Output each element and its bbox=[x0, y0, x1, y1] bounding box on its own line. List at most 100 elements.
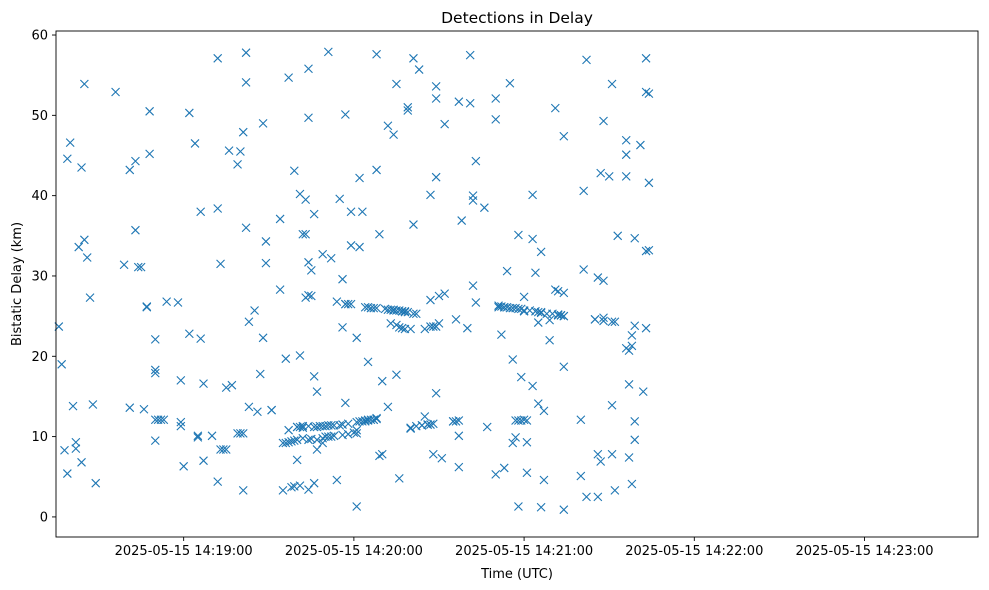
data-point bbox=[224, 146, 234, 156]
data-point bbox=[494, 301, 503, 311]
data-point bbox=[607, 317, 617, 327]
data-point bbox=[550, 285, 560, 295]
data-point bbox=[142, 302, 152, 312]
data-point bbox=[142, 302, 152, 311]
data-point bbox=[159, 415, 169, 425]
data-point bbox=[375, 451, 384, 461]
data-point bbox=[545, 315, 555, 325]
data-point bbox=[309, 209, 319, 219]
data-point bbox=[457, 216, 467, 225]
data-point bbox=[193, 433, 203, 442]
data-point bbox=[406, 324, 416, 334]
data-point bbox=[184, 329, 194, 339]
data-point bbox=[298, 229, 308, 239]
data-point bbox=[522, 437, 532, 447]
data-point bbox=[536, 502, 546, 512]
y-tick-label: 20 bbox=[31, 350, 48, 365]
data-point bbox=[454, 97, 464, 107]
data-point bbox=[352, 429, 362, 438]
data-point bbox=[298, 433, 308, 443]
data-point bbox=[71, 444, 81, 454]
data-point bbox=[531, 268, 540, 278]
data-point bbox=[516, 372, 526, 382]
data-point bbox=[85, 293, 95, 303]
data-point bbox=[136, 262, 146, 272]
data-point bbox=[621, 171, 631, 181]
data-point bbox=[630, 321, 640, 331]
data-point bbox=[644, 89, 654, 99]
data-point bbox=[528, 190, 537, 200]
data-point bbox=[644, 178, 654, 188]
data-point bbox=[414, 65, 424, 74]
data-point bbox=[287, 437, 296, 446]
x-tick-label: 2025-05-15 14:20:00 bbox=[285, 544, 423, 559]
data-point bbox=[400, 307, 410, 317]
data-point bbox=[238, 127, 248, 137]
y-tick-label: 30 bbox=[31, 269, 48, 284]
data-point bbox=[372, 165, 381, 175]
data-point bbox=[582, 492, 591, 502]
data-point bbox=[133, 262, 143, 272]
data-point bbox=[119, 260, 129, 270]
data-point bbox=[621, 135, 631, 145]
data-point bbox=[74, 242, 84, 252]
data-point bbox=[213, 477, 223, 486]
data-point bbox=[193, 431, 203, 441]
x-tick-label: 2025-05-15 14:21:00 bbox=[455, 544, 593, 559]
data-point bbox=[275, 285, 285, 295]
data-point bbox=[522, 416, 532, 425]
data-point bbox=[318, 433, 328, 443]
data-point bbox=[539, 406, 549, 416]
data-point bbox=[71, 437, 81, 447]
y-tick-label: 10 bbox=[31, 430, 48, 445]
data-point bbox=[624, 453, 634, 462]
data-point bbox=[241, 223, 251, 233]
data-point bbox=[621, 150, 631, 160]
data-point bbox=[394, 473, 404, 483]
data-point bbox=[426, 190, 435, 200]
data-point bbox=[539, 475, 549, 485]
y-axis: 0 10 20 30 40 50 60 bbox=[31, 29, 56, 525]
data-point bbox=[406, 424, 416, 433]
data-point bbox=[150, 365, 160, 375]
data-point bbox=[576, 415, 586, 425]
data-point bbox=[468, 191, 478, 201]
data-point bbox=[145, 149, 155, 159]
data-point bbox=[213, 53, 223, 63]
data-point bbox=[508, 438, 518, 448]
data-point bbox=[624, 380, 634, 389]
data-point bbox=[125, 165, 135, 175]
data-point bbox=[579, 265, 589, 274]
data-point bbox=[406, 423, 416, 433]
data-point bbox=[519, 292, 529, 302]
y-tick-label: 50 bbox=[31, 109, 48, 124]
data-point bbox=[590, 314, 600, 324]
data-point bbox=[284, 425, 294, 435]
data-point bbox=[338, 322, 347, 332]
data-point bbox=[440, 289, 450, 299]
data-point bbox=[451, 314, 461, 324]
data-point bbox=[261, 258, 271, 268]
data-point bbox=[241, 48, 251, 58]
data-point bbox=[352, 425, 362, 435]
data-point bbox=[329, 431, 339, 441]
data-point bbox=[199, 456, 208, 466]
data-point bbox=[610, 317, 620, 327]
data-point bbox=[607, 79, 617, 89]
data-point bbox=[377, 376, 387, 386]
y-tick-label: 60 bbox=[31, 29, 48, 44]
data-point bbox=[306, 291, 316, 301]
data-point bbox=[514, 502, 523, 511]
data-point bbox=[216, 259, 225, 269]
data-point bbox=[338, 274, 347, 284]
data-point bbox=[304, 435, 313, 445]
data-point bbox=[582, 55, 591, 65]
data-point bbox=[465, 98, 475, 108]
data-point bbox=[596, 168, 606, 178]
data-point bbox=[644, 245, 654, 255]
data-point bbox=[630, 233, 640, 243]
data-point bbox=[514, 304, 523, 314]
chart-title: Detections in Delay bbox=[441, 9, 593, 27]
data-point bbox=[576, 471, 586, 481]
data-point bbox=[559, 311, 569, 321]
